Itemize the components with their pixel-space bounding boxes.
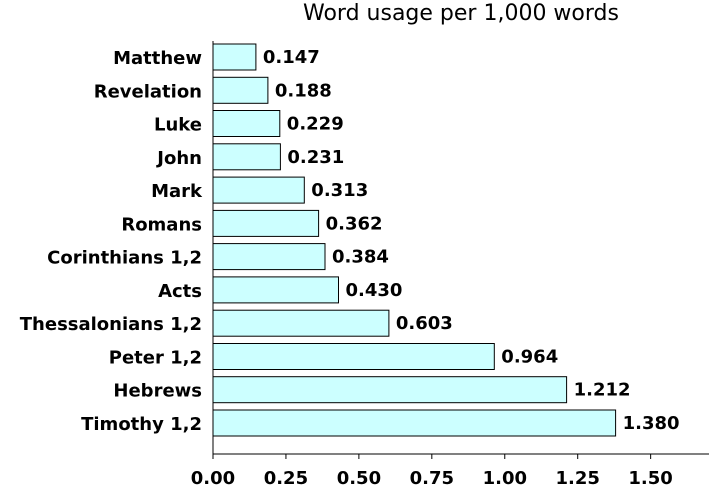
bar <box>212 76 269 104</box>
bar <box>212 110 281 137</box>
value-label: 0.188 <box>275 80 332 101</box>
bar <box>212 243 326 271</box>
category-label: Acts <box>158 281 202 302</box>
bar <box>212 43 257 71</box>
x-tick-label: 1.25 <box>555 468 599 486</box>
value-label: 0.229 <box>287 114 344 135</box>
category-label: Matthew <box>113 48 202 69</box>
axes <box>212 41 709 459</box>
bar <box>212 209 320 237</box>
bars-group <box>212 43 617 437</box>
bar <box>212 409 617 437</box>
x-tick-label: 0.25 <box>264 468 308 486</box>
value-label: 0.603 <box>396 313 453 334</box>
value-label: 1.212 <box>574 380 631 401</box>
x-tick-label: 1.50 <box>628 468 672 486</box>
x-tick-label: 0.00 <box>191 468 235 486</box>
category-labels: Matthew Revelation Luke John Mark Romans Corin… <box>20 48 203 435</box>
value-label: 0.231 <box>287 147 344 168</box>
category-label: Romans <box>121 214 202 235</box>
value-label: 0.430 <box>346 280 403 301</box>
category-label: Hebrews <box>113 381 202 402</box>
x-tick-label: 0.75 <box>410 468 454 486</box>
category-label: Timothy 1,2 <box>81 414 202 435</box>
value-label: 0.147 <box>263 47 320 68</box>
category-label: John <box>155 148 202 169</box>
chart-title: Word usage per 1,000 words <box>303 1 619 26</box>
bar <box>212 309 390 337</box>
x-tick-labels: 0.00 0.25 0.50 0.75 1.00 1.25 1.50 <box>191 468 673 486</box>
value-label: 0.362 <box>326 213 383 234</box>
category-label: Thessalonians 1,2 <box>20 314 202 335</box>
category-label: Revelation <box>94 81 202 102</box>
category-label: Peter 1,2 <box>109 348 202 369</box>
value-label: 0.964 <box>501 347 558 368</box>
x-tick-label: 1.00 <box>483 468 527 486</box>
value-label: 0.313 <box>311 180 368 201</box>
category-label: Corinthians 1,2 <box>47 248 202 269</box>
bar <box>212 343 495 370</box>
bar <box>212 276 339 304</box>
bar <box>212 376 568 404</box>
value-label: 0.384 <box>332 247 389 268</box>
category-label: Mark <box>151 181 203 202</box>
category-label: Luke <box>154 115 202 136</box>
bar <box>212 143 281 171</box>
x-tick-label: 0.50 <box>337 468 381 486</box>
value-label: 1.380 <box>623 413 680 434</box>
bar <box>212 176 305 204</box>
value-labels: 0.147 0.188 0.229 0.231 0.313 0.362 0.384 0.430… <box>263 47 680 434</box>
